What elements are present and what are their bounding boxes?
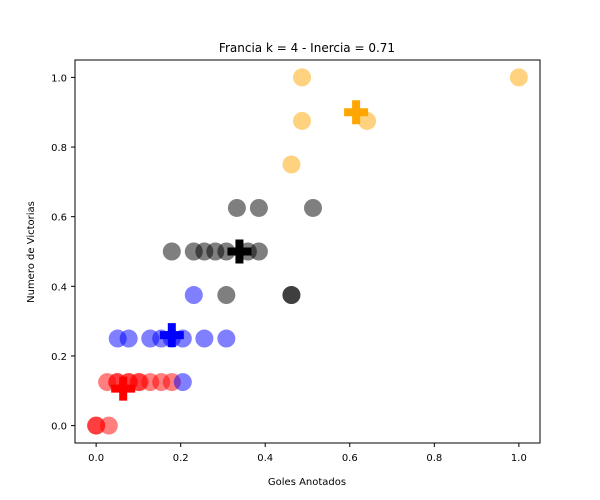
cluster-1-centroid — [111, 376, 136, 401]
cluster-3-point — [227, 198, 246, 217]
cluster-3-point — [249, 242, 268, 261]
cluster-4-point — [282, 155, 301, 174]
x-axis-ticks: 0.0 0.2 0.4 0.6 0.8 1.0 — [88, 443, 527, 464]
cluster-3-centroid — [227, 239, 252, 264]
x-tick-label: 1.0 — [511, 453, 527, 464]
cluster-3-point — [282, 286, 301, 305]
x-tick-label: 0.6 — [342, 453, 358, 464]
cluster-2-point — [119, 329, 138, 348]
x-tick-label: 0.4 — [257, 453, 273, 464]
cluster-2-point — [173, 373, 192, 392]
cluster-1-point — [99, 416, 118, 435]
plot-area-frame — [74, 59, 541, 444]
cluster-4-point — [293, 68, 312, 87]
y-tick-label: 0.8 — [51, 143, 67, 154]
cluster-4-point — [358, 111, 377, 130]
cluster-3-point — [249, 198, 268, 217]
y-tick-label: 1.0 — [51, 73, 67, 84]
cluster-4-centroid — [344, 100, 369, 125]
cluster-3-point — [303, 198, 322, 217]
cluster-3-point — [162, 242, 181, 261]
y-tick-label: 0.0 — [51, 422, 67, 433]
x-tick-label: 0.8 — [426, 453, 442, 464]
cluster-3-point — [217, 242, 236, 261]
x-tick-label: 0.2 — [173, 453, 189, 464]
y-tick-label: 0.6 — [51, 213, 67, 224]
cluster-4-point — [293, 111, 312, 130]
y-axis-label: Numero de Victorias — [26, 201, 37, 303]
cluster-2-point — [195, 329, 214, 348]
chart-title: Francia k = 4 - Inercia = 0.71 — [219, 41, 395, 55]
y-tick-label: 0.2 — [51, 352, 67, 363]
data-marks — [87, 68, 528, 435]
cluster-3-point — [217, 286, 236, 305]
x-axis-label: Goles Anotados — [268, 477, 346, 488]
cluster-2-point — [217, 329, 236, 348]
cluster-1-point — [87, 416, 106, 435]
x-tick-label: 0.0 — [88, 453, 104, 464]
cluster-2-centroid — [159, 323, 184, 348]
cluster-4-point — [509, 68, 528, 87]
y-axis-ticks: 0.0 0.2 0.4 0.6 0.8 1.0 — [51, 73, 75, 433]
y-tick-label: 0.4 — [51, 282, 67, 293]
cluster-2-point — [184, 286, 203, 305]
